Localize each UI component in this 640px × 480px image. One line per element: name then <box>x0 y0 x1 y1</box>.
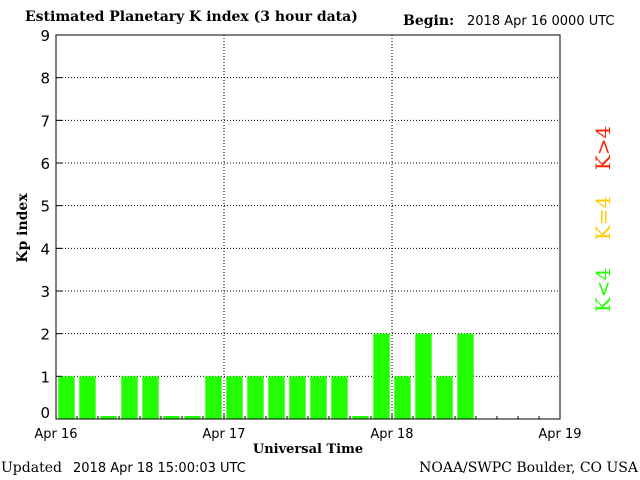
y-tick-label: 1 <box>40 368 50 386</box>
y-axis-label: Kp index <box>15 193 31 263</box>
y-tick-label: 4 <box>40 240 50 258</box>
grid-lines <box>56 35 560 419</box>
credit-text: NOAA/SWPC Boulder, CO USA <box>419 460 638 476</box>
y-tick-label: 0 <box>40 404 50 422</box>
updated-value: 2018 Apr 18 15:00:03 UTC <box>73 461 246 476</box>
x-tick-label: Apr 18 <box>370 427 413 442</box>
y-tick-label: 5 <box>40 198 50 216</box>
y-tick-label: 8 <box>40 70 50 88</box>
updated-label: Updated <box>1 460 62 476</box>
kp-bar <box>142 376 159 419</box>
x-tick-label: Apr 17 <box>202 427 245 442</box>
kp-bar <box>457 333 474 419</box>
kp-bar <box>310 376 327 419</box>
kp-bar <box>226 376 243 419</box>
kp-bar <box>163 416 180 419</box>
kp-bar <box>373 333 390 419</box>
legend-item: K>4 <box>591 126 615 170</box>
kp-bar <box>331 376 348 419</box>
y-tick-label: 7 <box>40 112 50 130</box>
kp-bar <box>79 376 96 419</box>
kp-bar <box>205 376 222 419</box>
kp-bar <box>394 376 411 419</box>
x-axis-label: Universal Time <box>253 442 363 457</box>
kp-bar <box>436 376 453 419</box>
y-tick-label: 6 <box>40 155 50 173</box>
y-tick-label: 3 <box>40 283 50 301</box>
kp-bar <box>415 333 432 419</box>
y-tick-label: 9 <box>40 27 50 45</box>
x-axis-ticks: Apr 16 Apr 17 Apr 18 Apr 19 <box>34 413 582 442</box>
legend: K<4 K=4 K>4 <box>591 126 615 312</box>
kp-bar <box>289 376 306 419</box>
bars <box>58 333 474 419</box>
y-axis-ticks: 0 1 2 3 4 5 6 7 8 9 <box>40 27 62 422</box>
chart-title: Estimated Planetary K index (3 hour data… <box>25 9 358 25</box>
kp-bar <box>184 416 201 419</box>
x-tick-label: Apr 16 <box>34 427 77 442</box>
x-tick-label: Apr 19 <box>538 427 581 442</box>
legend-item: K<4 <box>591 268 615 312</box>
legend-item: K=4 <box>591 196 615 240</box>
begin-label: Begin: <box>403 13 455 29</box>
kp-bar <box>100 416 117 419</box>
kp-bar <box>352 416 369 419</box>
plot-frame <box>55 34 561 420</box>
kp-bar <box>121 376 138 419</box>
kp-bar <box>268 376 285 419</box>
y-tick-label: 2 <box>40 326 50 344</box>
begin-value: 2018 Apr 16 0000 UTC <box>467 14 615 29</box>
kp-bar <box>247 376 264 419</box>
kp-bar <box>58 376 75 419</box>
